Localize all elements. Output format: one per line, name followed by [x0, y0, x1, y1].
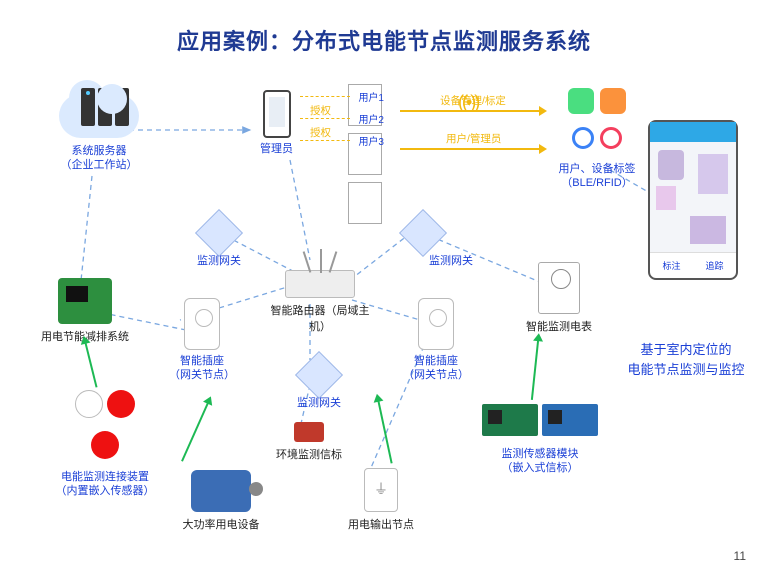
gateway-right-label: 监测网关 — [416, 254, 486, 268]
admin-node: 管理员 — [260, 90, 293, 156]
motor-label: 大功率用电设备 — [166, 516, 276, 532]
gateway-bottom-label: 监测网关 — [284, 396, 354, 410]
side-text: 基于室内定位的 电能节点监测与监控 — [626, 340, 746, 379]
gateway-right: 监测网关 — [388, 208, 458, 274]
socket-left-label: 智能插座 （网关节点） — [162, 354, 242, 383]
server-node: 系统服务器 （企业工作站） — [44, 94, 154, 173]
beacon-label: 环境监测信标 — [264, 446, 354, 462]
arrow-usermgmt — [400, 148, 540, 150]
page-number: 11 — [734, 549, 746, 563]
user3-line: 用户3 — [300, 140, 350, 141]
phone-icon — [263, 90, 291, 138]
sensor-module-label: 监测传感器模块 （嵌入式信标） — [470, 447, 610, 476]
gateway-left-label: 监测网关 — [184, 254, 254, 268]
gateway-bottom: 监测网关 — [284, 350, 354, 416]
output-node: 用电输出节点 — [336, 468, 426, 532]
slide: 应用案例：分布式电能节点监测服务系统 — [0, 0, 768, 575]
rfid-wave-icon: ((•)) — [458, 92, 478, 113]
meter-label: 智能监测电表 — [514, 318, 604, 334]
server-label: 系统服务器 （企业工作站） — [44, 144, 154, 173]
router-label: 智能路由器（局域主机） — [270, 302, 370, 334]
beacon-node: 环境监测信标 — [264, 422, 354, 462]
user-tablets — [346, 84, 384, 229]
socket-right: 智能插座 （网关节点） — [396, 298, 476, 383]
rfid-node: 用户、设备标签 （BLE/RFID） — [552, 88, 642, 191]
sensor-module-node: 监测传感器模块 （嵌入式信标） — [470, 404, 610, 476]
slide-title: 应用案例：分布式电能节点监测服务系统 — [0, 24, 768, 56]
phone-mock: 标注 追踪 — [648, 120, 738, 280]
user2-line: 用户2 — [300, 118, 350, 119]
auth2-label: 授权 — [310, 125, 331, 140]
auth1-label: 授权 — [310, 103, 331, 118]
conn-device-label: 电能监测连接装置 （内置嵌入传感器） — [40, 470, 170, 499]
socket-right-label: 智能插座 （网关节点） — [396, 354, 476, 383]
green-arrow-1 — [84, 342, 97, 387]
rfid-label: 用户、设备标签 （BLE/RFID） — [552, 162, 642, 191]
output-label: 用电输出节点 — [336, 516, 426, 532]
green-arrow-3 — [377, 400, 392, 463]
conn-device-node: 电能监测连接装置 （内置嵌入传感器） — [40, 388, 170, 499]
admin-label: 管理员 — [260, 142, 293, 156]
saving-node: 用电节能减排系统 — [30, 278, 140, 344]
user1-line: 用户1 — [300, 96, 350, 97]
phone-tab-1[interactable]: 标注 — [650, 252, 693, 278]
gateway-left: 监测网关 — [184, 208, 254, 274]
usermgmt-label: 用户/管理员 — [446, 131, 501, 146]
router-node: 智能路由器（局域主机） — [270, 250, 370, 334]
green-arrow-2 — [181, 402, 209, 461]
motor-node: 大功率用电设备 — [166, 470, 276, 532]
socket-left: 智能插座 （网关节点） — [162, 298, 242, 383]
meter-node: 智能监测电表 — [514, 262, 604, 334]
phone-tab-2[interactable]: 追踪 — [693, 252, 736, 278]
green-arrow-4 — [531, 340, 539, 400]
